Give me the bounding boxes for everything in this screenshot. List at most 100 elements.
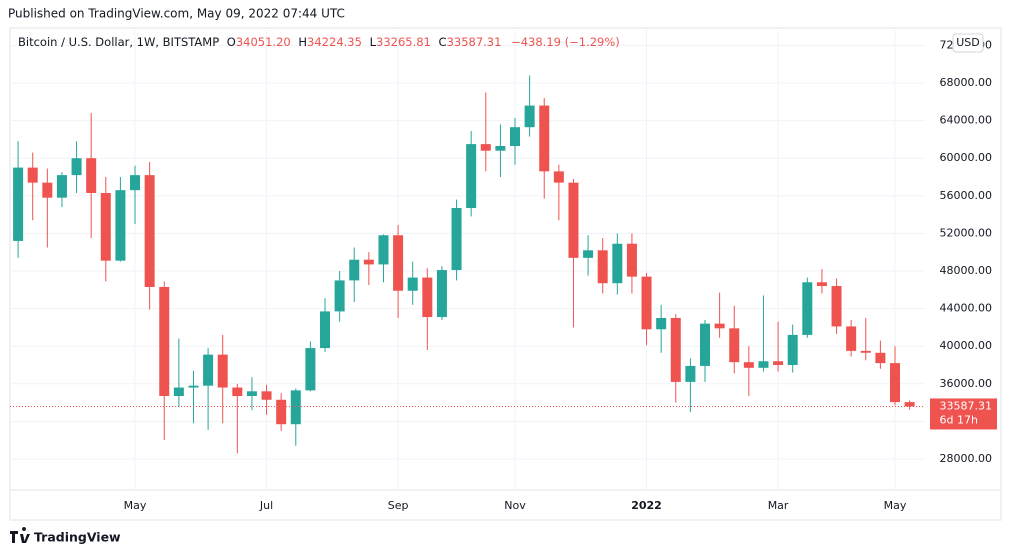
candle-body [787,334,798,365]
x-tick-label: May [884,499,907,512]
candle-body [422,277,433,318]
logo [10,527,30,543]
y-tick-label: 44000.00 [940,302,993,315]
x-tick-label: Jul [259,499,273,512]
candle-body [524,105,535,128]
c-key: C [439,35,447,49]
candle-body [378,235,389,265]
candle-body [436,270,447,318]
candle-body [159,286,170,397]
h-value: 34224.35 [307,35,362,49]
candle-body [583,250,594,258]
candle-body [670,317,681,382]
candle-body [217,354,228,388]
countdown: 6d 17h [940,413,978,426]
y-tick-label: 36000.00 [940,377,993,390]
candle-body [232,387,243,397]
x-tick-label: Nov [504,499,526,512]
x-tick-label: Mar [768,499,789,512]
x-tick-label: May [124,499,147,512]
candle-body [305,348,316,391]
candle-body [334,280,345,312]
x-tick-label: 2022 [631,499,662,512]
candle-body [466,144,477,209]
change: −438.19 (−1.29%) [511,35,620,49]
y-tick-label: 56000.00 [940,189,993,202]
candle-body [276,399,287,425]
o-key: O [227,35,236,49]
candle-body [510,127,521,146]
candle-body [831,286,842,327]
candle-body [42,182,53,198]
candle-body [860,350,871,353]
y-tick-label: 68000.00 [940,76,993,89]
candle-body [626,243,637,277]
y-tick-label: 52000.00 [940,226,993,239]
l-value: 33265.81 [376,35,431,49]
y-tick-label: 60000.00 [940,151,993,164]
candle-body [729,328,740,363]
o-value: 34051.20 [236,35,291,49]
legend: Bitcoin / U.S. Dollar, 1W, BITSTAMP O340… [18,35,620,49]
candle-body [130,175,141,191]
candle-body [553,171,564,183]
currency[interactable]: USD [956,36,980,49]
candle-body [203,354,214,386]
candle-body [173,387,184,397]
candle-body [816,282,827,287]
candle-body [612,243,623,284]
candle-body [261,391,272,400]
last-price-label: 33587.31 [940,399,993,412]
candle-body [86,158,97,193]
candle-body [641,276,652,330]
last-price-box [930,398,997,430]
candle-body [100,192,111,261]
candle-body [393,235,404,291]
candle-body [758,361,769,368]
currency-badge[interactable] [952,33,984,53]
candle-body [407,277,418,291]
candle-body [846,326,857,351]
price-axis: 28000.0032000.0036000.0040000.0044000.00… [124,38,997,512]
candle-body [56,175,67,198]
candle-body [246,391,257,397]
y-tick-label: 40000.00 [940,339,993,352]
candle-body [597,250,608,284]
candle-body [743,362,754,368]
h-key: H [298,35,307,49]
candle-body [568,182,579,258]
candle-body [714,323,725,329]
symbol: Bitcoin / U.S. Dollar, 1W, BITSTAMP [18,35,219,49]
candle-body [13,167,24,241]
candle-body [451,208,462,271]
candle-body [685,365,696,382]
candle-body [349,259,360,281]
l-key: L [370,35,377,49]
c-value: 33587.31 [447,35,502,49]
y-tick-label: 28000.00 [940,452,993,465]
candle-body [539,105,550,172]
brand: TradingView [34,530,121,545]
published-note: Published on TradingView.com, May 09, 20… [8,7,345,21]
y-tick-label: 64000.00 [940,114,993,127]
candle-body [656,317,667,330]
candle-body [188,385,199,388]
candle-body [700,323,711,366]
candle-body [875,352,886,364]
candle-body [890,363,900,403]
y-tick-label: 48000.00 [940,264,993,277]
candle-body [495,145,506,151]
x-tick-label: Sep [388,499,409,512]
candle-body [480,144,491,151]
candle-body [290,390,301,425]
candle-body [27,167,38,183]
plot [10,75,925,454]
candle-body [320,311,331,349]
candle-body [71,158,82,176]
candle-body [773,361,784,365]
candle-body [115,190,126,261]
candle-body [363,259,374,265]
candle-body [802,282,813,335]
candle-body [904,402,915,407]
